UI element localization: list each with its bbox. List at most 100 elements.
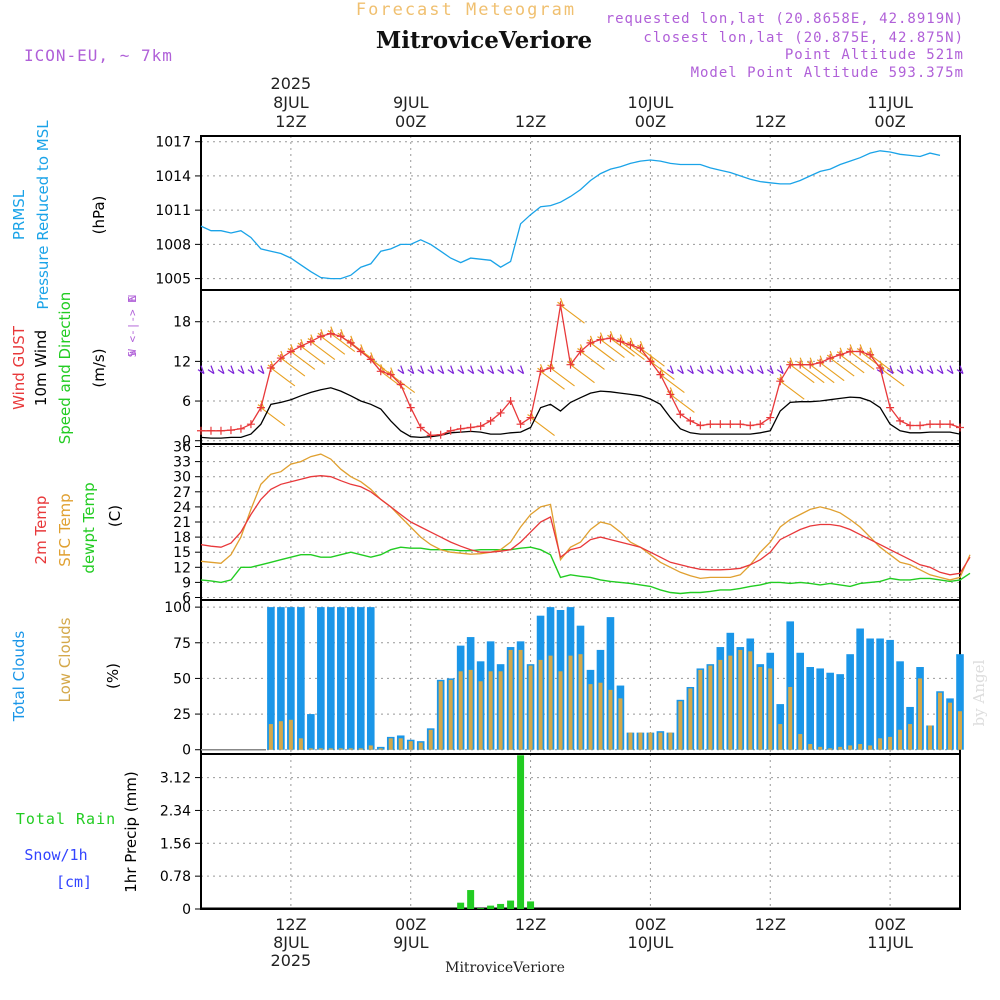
low-cloud-bar	[488, 671, 493, 750]
low-cloud-bar	[278, 721, 283, 750]
total-cloud-bar	[836, 674, 844, 750]
dewpoint-line	[200, 546, 971, 595]
precip-unit: 1hr Precip (mm)	[122, 771, 140, 892]
wind-arrow	[687, 365, 694, 375]
wind-gust-label: Wind GUST	[10, 325, 28, 410]
wind-arrow	[550, 367, 575, 387]
wind-arrow	[580, 351, 605, 370]
time-label-top: 8JUL	[273, 93, 309, 112]
gust-marker	[526, 413, 535, 422]
gust-marker	[836, 350, 845, 359]
wind-arrow	[869, 354, 895, 374]
low-cloud-bar	[408, 741, 413, 750]
gust-marker	[936, 420, 945, 429]
low-cloud-bar	[828, 748, 833, 750]
y-tick-label: 0	[182, 902, 191, 918]
y-tick-label: 21	[173, 515, 191, 531]
low-cloud-bar	[888, 736, 893, 750]
time-label-top: 00Z	[635, 112, 666, 131]
y-tick-label: 2.34	[160, 803, 191, 819]
low-cloud-bar	[858, 744, 863, 750]
wind-arrow	[660, 374, 685, 394]
total-cloud-bar	[267, 607, 275, 750]
y-tick-label: 1005	[155, 272, 191, 288]
temp-2m-line	[200, 475, 971, 576]
low-cloud-bar	[528, 665, 533, 750]
wind-arrow	[197, 365, 205, 375]
gust-marker	[616, 337, 625, 346]
wind-arrow	[257, 365, 265, 375]
wind-arrow	[207, 365, 215, 375]
gust-marker	[726, 420, 735, 429]
total-cloud-bar	[277, 607, 285, 750]
gust-marker	[776, 377, 785, 386]
low-cloud-bar	[948, 702, 953, 750]
gust-marker	[246, 420, 255, 429]
wind-arrow	[427, 365, 435, 375]
gust-marker	[676, 410, 685, 419]
gust-marker	[236, 424, 245, 433]
low-cloud-bar	[358, 748, 363, 750]
low-cloud-bar	[848, 745, 853, 750]
total-cloud-bar	[956, 654, 964, 750]
gust-marker	[486, 416, 495, 425]
low-cloud-bar	[598, 682, 603, 750]
gust-marker	[197, 426, 205, 435]
y-tick-label: 100	[164, 600, 191, 616]
wind-arrow	[457, 365, 465, 375]
panel-frame	[200, 135, 961, 291]
rain-bar	[517, 755, 525, 909]
gust-marker	[636, 344, 645, 353]
wind-arrow	[320, 335, 346, 355]
wind-compass-icon: N W <-|-> E S	[126, 295, 139, 358]
low-cloud-bar	[698, 669, 703, 750]
total-cloud-bar	[866, 638, 874, 750]
low-cloud-bar	[788, 686, 793, 750]
gust-marker	[426, 431, 435, 440]
gust-marker	[716, 420, 725, 429]
total-cloud-bar	[606, 617, 615, 750]
time-label-bottom: 00Z	[635, 915, 666, 934]
y-tick-label: 12	[173, 354, 191, 370]
low-cloud-bar	[648, 732, 653, 750]
y-tick-label: 1011	[155, 203, 191, 219]
wind-arrow	[247, 365, 255, 375]
y-tick-label: 18	[173, 530, 191, 546]
time-label-bottom: 00Z	[874, 915, 905, 934]
y-tick-label: 0.78	[160, 869, 191, 885]
wind-arrow	[620, 341, 645, 360]
wind-arrow	[756, 365, 764, 375]
gust-marker	[346, 338, 355, 347]
low-cloud-bar	[668, 732, 673, 750]
total-cloud-bar	[856, 628, 864, 750]
wind-10m-label: 10m Wind	[32, 330, 50, 406]
wind-arrow	[217, 365, 225, 375]
wind-arrow	[610, 337, 635, 357]
gust-marker	[496, 408, 505, 417]
gust-marker	[406, 403, 415, 412]
wind-arrow	[896, 365, 904, 375]
low-cloud-bar	[348, 748, 353, 750]
gust-marker	[516, 420, 525, 429]
closest-coords: closest lon,lat (20.875E, 42.875N)	[643, 30, 964, 46]
gust-marker	[416, 423, 425, 432]
gust-marker	[746, 421, 755, 430]
time-label-bottom: 11JUL	[867, 933, 913, 952]
wind-arrow	[956, 365, 964, 375]
low-cloud-bar	[378, 748, 383, 750]
gust-marker	[266, 363, 275, 372]
wind-arrow	[300, 345, 326, 365]
total-cloud-bar	[786, 621, 795, 750]
wind-arrow	[799, 364, 825, 384]
low-cloud-bar	[498, 671, 503, 750]
wind-arrow	[260, 407, 286, 427]
wind-arrow	[437, 365, 445, 375]
y-tick-label: 36	[173, 440, 191, 456]
gust-marker	[216, 426, 225, 435]
sfc-temp-line	[200, 453, 971, 581]
wind-arrow	[397, 365, 405, 375]
wind-dir-label: Speed and Direction	[56, 292, 74, 445]
low-cloud-bar	[338, 748, 343, 750]
requested-coords: requested lon,lat (20.8658E, 42.8919N)	[606, 11, 964, 27]
